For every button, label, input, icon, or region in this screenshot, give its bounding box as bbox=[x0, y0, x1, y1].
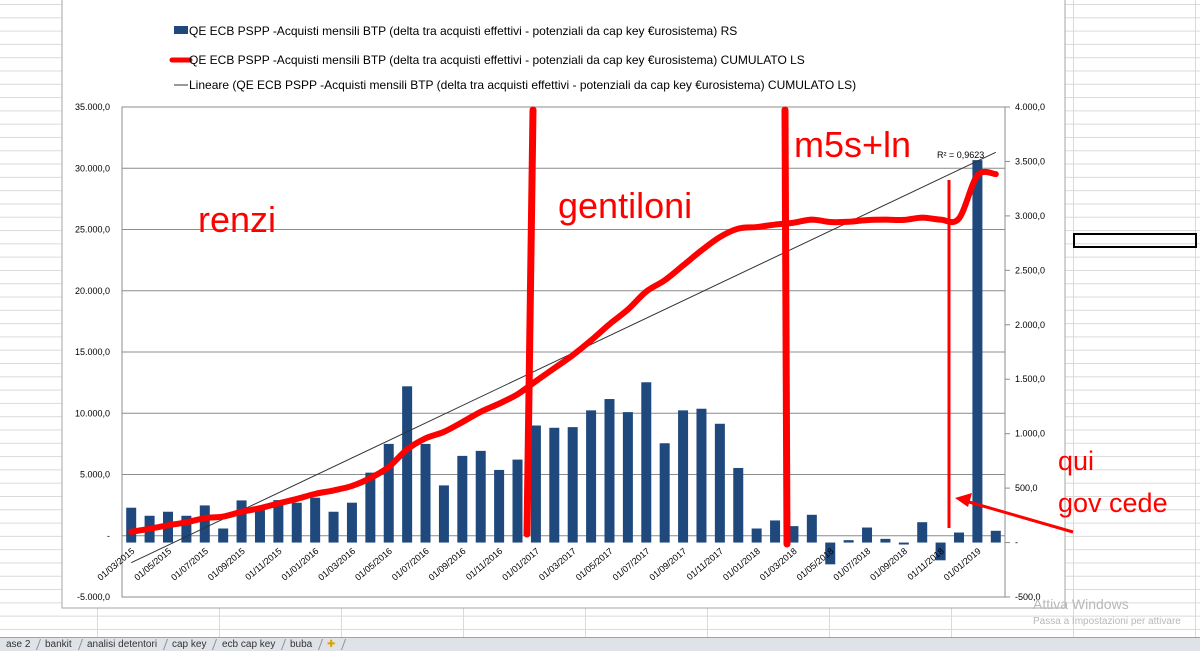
legend-label-trend: Lineare (QE ECB PSPP -Acquisti mensili B… bbox=[189, 78, 856, 92]
right-tick-label: 500,0 bbox=[1015, 483, 1038, 493]
bar bbox=[806, 514, 817, 543]
bar bbox=[126, 507, 137, 543]
bar bbox=[475, 450, 486, 543]
right-tick-label: -500,0 bbox=[1015, 592, 1041, 602]
bar bbox=[438, 485, 449, 543]
right-tick-label: 3.500,0 bbox=[1015, 156, 1045, 166]
bar bbox=[604, 399, 615, 543]
r2-label: R² = 0,9623 bbox=[937, 150, 984, 160]
bar bbox=[254, 510, 265, 543]
legend-bar-swatch bbox=[174, 26, 188, 34]
left-tick-label: 5.000,0 bbox=[80, 470, 110, 480]
annotation-divider-m5s bbox=[781, 106, 791, 548]
bar bbox=[512, 459, 523, 543]
left-tick-label: 25.000,0 bbox=[75, 225, 110, 235]
annotation-gov-cede: gov cede bbox=[1058, 488, 1168, 518]
bar bbox=[273, 500, 284, 543]
bar bbox=[199, 505, 210, 543]
legend-label-monthly: QE ECB PSPP -Acquisti mensili BTP (delta… bbox=[189, 24, 737, 38]
bar bbox=[310, 497, 321, 543]
sheet-tab[interactable]: bankit bbox=[37, 639, 84, 650]
bar bbox=[346, 502, 357, 543]
bar bbox=[383, 443, 394, 543]
annotation-gentiloni: gentiloni bbox=[558, 185, 692, 226]
sheet-tab[interactable]: buba bbox=[282, 639, 324, 650]
sheet-tab[interactable]: analisi detentori bbox=[79, 639, 169, 650]
bar bbox=[402, 386, 413, 543]
arrow-head-icon bbox=[955, 493, 972, 507]
annotation-qui: qui bbox=[1058, 446, 1094, 476]
bar bbox=[641, 382, 652, 543]
right-tick-label: 2.000,0 bbox=[1015, 320, 1045, 330]
left-tick-label: 10.000,0 bbox=[75, 408, 110, 418]
bar bbox=[880, 538, 891, 543]
bar bbox=[898, 542, 909, 545]
right-tick-label: 1.500,0 bbox=[1015, 374, 1045, 384]
bar bbox=[659, 443, 670, 543]
bar bbox=[696, 408, 707, 543]
left-axis: 35.000,0 30.000,0 25.000,0 20.000,0 15.000,0… bbox=[75, 102, 110, 602]
left-tick-label: - bbox=[107, 531, 110, 541]
cumulative-line bbox=[128, 168, 999, 535]
bar bbox=[954, 532, 965, 543]
bar-series bbox=[126, 160, 1001, 565]
right-axis: 4.000,0 3.500,0 3.000,0 2.500,0 2.000,0 1.500… bbox=[1005, 102, 1045, 602]
annotation-m5s: m5s+ln bbox=[794, 124, 911, 165]
left-tick-label: 35.000,0 bbox=[75, 102, 110, 112]
bar bbox=[917, 522, 928, 543]
bar bbox=[218, 528, 229, 543]
bar bbox=[420, 443, 431, 543]
bar bbox=[567, 427, 578, 543]
bar bbox=[990, 530, 1001, 543]
activation-watermark-title: Attiva Windows bbox=[1033, 596, 1129, 612]
bar bbox=[972, 160, 983, 543]
chart-area bbox=[61, 0, 1066, 609]
right-tick-label: - bbox=[1015, 538, 1018, 548]
bar bbox=[733, 467, 744, 543]
bar bbox=[181, 515, 192, 543]
bar bbox=[825, 542, 836, 565]
annotation-renzi: renzi bbox=[198, 199, 276, 240]
bar bbox=[494, 469, 505, 543]
bar bbox=[586, 410, 597, 543]
bar bbox=[622, 412, 633, 543]
new-sheet-button[interactable]: ✚ bbox=[319, 639, 347, 650]
annotation-arrow bbox=[961, 498, 1074, 534]
bar bbox=[935, 542, 946, 561]
bar bbox=[365, 472, 376, 543]
sheet-tab[interactable]: ecb cap key bbox=[213, 639, 287, 650]
chart[interactable]: QE ECB PSPP -Acquisti mensili BTP (delta… bbox=[0, 0, 1200, 637]
bar bbox=[843, 540, 854, 543]
sheet-tab[interactable]: ase 2 bbox=[0, 639, 42, 650]
left-tick-label: 15.000,0 bbox=[75, 347, 110, 357]
legend-label-cumulative: QE ECB PSPP -Acquisti mensili BTP (delta… bbox=[189, 53, 805, 67]
right-tick-label: 1.000,0 bbox=[1015, 429, 1045, 439]
bar bbox=[862, 527, 873, 543]
bar bbox=[291, 502, 302, 543]
activation-watermark-subtitle: Passa a Impostazioni per attivare bbox=[1033, 616, 1181, 627]
selected-cell[interactable] bbox=[1073, 233, 1197, 248]
bar bbox=[549, 427, 560, 543]
sheet-tabs-bar: ase 2 bankit analisi detentori cap key e… bbox=[0, 637, 1200, 651]
right-tick-label: 4.000,0 bbox=[1015, 102, 1045, 112]
bar bbox=[328, 511, 339, 543]
bar bbox=[530, 425, 541, 543]
annotation-divider-gentiloni bbox=[523, 106, 537, 538]
bar bbox=[788, 526, 799, 543]
right-tick-label: 2.500,0 bbox=[1015, 265, 1045, 275]
left-tick-label: -5.000,0 bbox=[77, 592, 110, 602]
left-tick-label: 20.000,0 bbox=[75, 286, 110, 296]
bar bbox=[770, 520, 781, 543]
bar bbox=[714, 423, 725, 543]
bar bbox=[751, 528, 762, 543]
legend: QE ECB PSPP -Acquisti mensili BTP (delta… bbox=[169, 24, 856, 92]
plot-area bbox=[121, 106, 1006, 598]
bar bbox=[457, 455, 468, 543]
bar bbox=[236, 500, 247, 543]
bar bbox=[678, 410, 689, 543]
sheet-tab[interactable]: cap key bbox=[164, 639, 218, 650]
right-tick-label: 3.000,0 bbox=[1015, 211, 1045, 221]
new-sheet-icon: ✚ bbox=[327, 639, 336, 650]
left-tick-label: 30.000,0 bbox=[75, 163, 110, 173]
